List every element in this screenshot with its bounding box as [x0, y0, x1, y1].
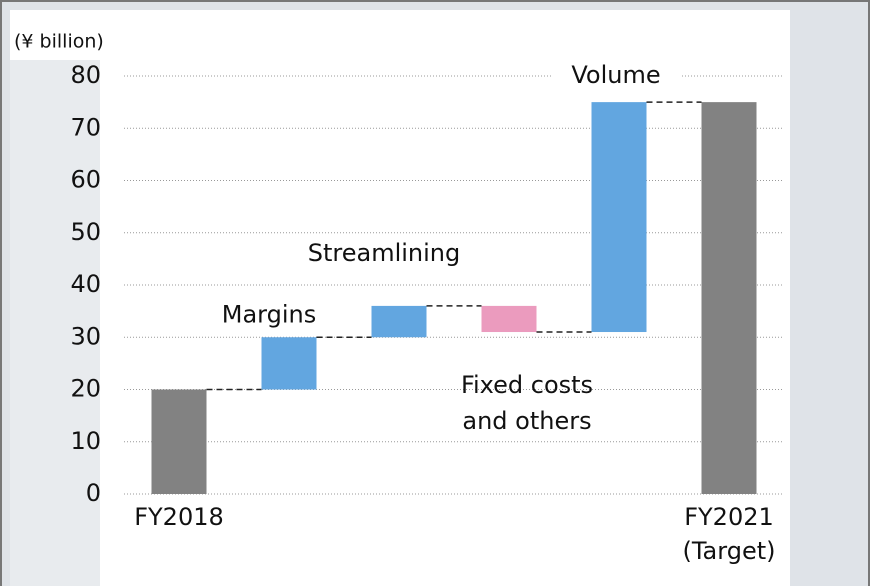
- y-tick-label: 40: [70, 270, 101, 298]
- bar-label: Streamlining: [308, 239, 461, 267]
- y-tick-label: 20: [70, 375, 101, 403]
- left-strip: [10, 60, 100, 586]
- y-tick-label: 0: [86, 479, 101, 507]
- bar: [591, 102, 647, 333]
- y-tick-label: 80: [70, 61, 101, 89]
- bar-label: Margins: [222, 300, 316, 328]
- bar: [261, 337, 317, 390]
- y-tick-label: 30: [70, 322, 101, 350]
- y-tick-label: 70: [70, 113, 101, 141]
- y-tick-label: 10: [70, 427, 101, 455]
- x-tick-label: FY2018: [134, 503, 224, 531]
- x-tick-label: FY2021 (Target): [683, 503, 776, 565]
- plot-background: [10, 10, 790, 586]
- label-background: [551, 62, 681, 90]
- bar-label: Fixed costs and others: [461, 371, 593, 435]
- bar: [371, 305, 427, 338]
- bar: [701, 102, 757, 494]
- y-tick-label: 60: [70, 166, 101, 194]
- bar: [151, 389, 207, 494]
- y-axis-label: (¥ billion): [14, 31, 104, 53]
- bar: [481, 305, 537, 333]
- y-tick-label: 50: [70, 218, 101, 246]
- bar-label: Volume: [571, 61, 660, 89]
